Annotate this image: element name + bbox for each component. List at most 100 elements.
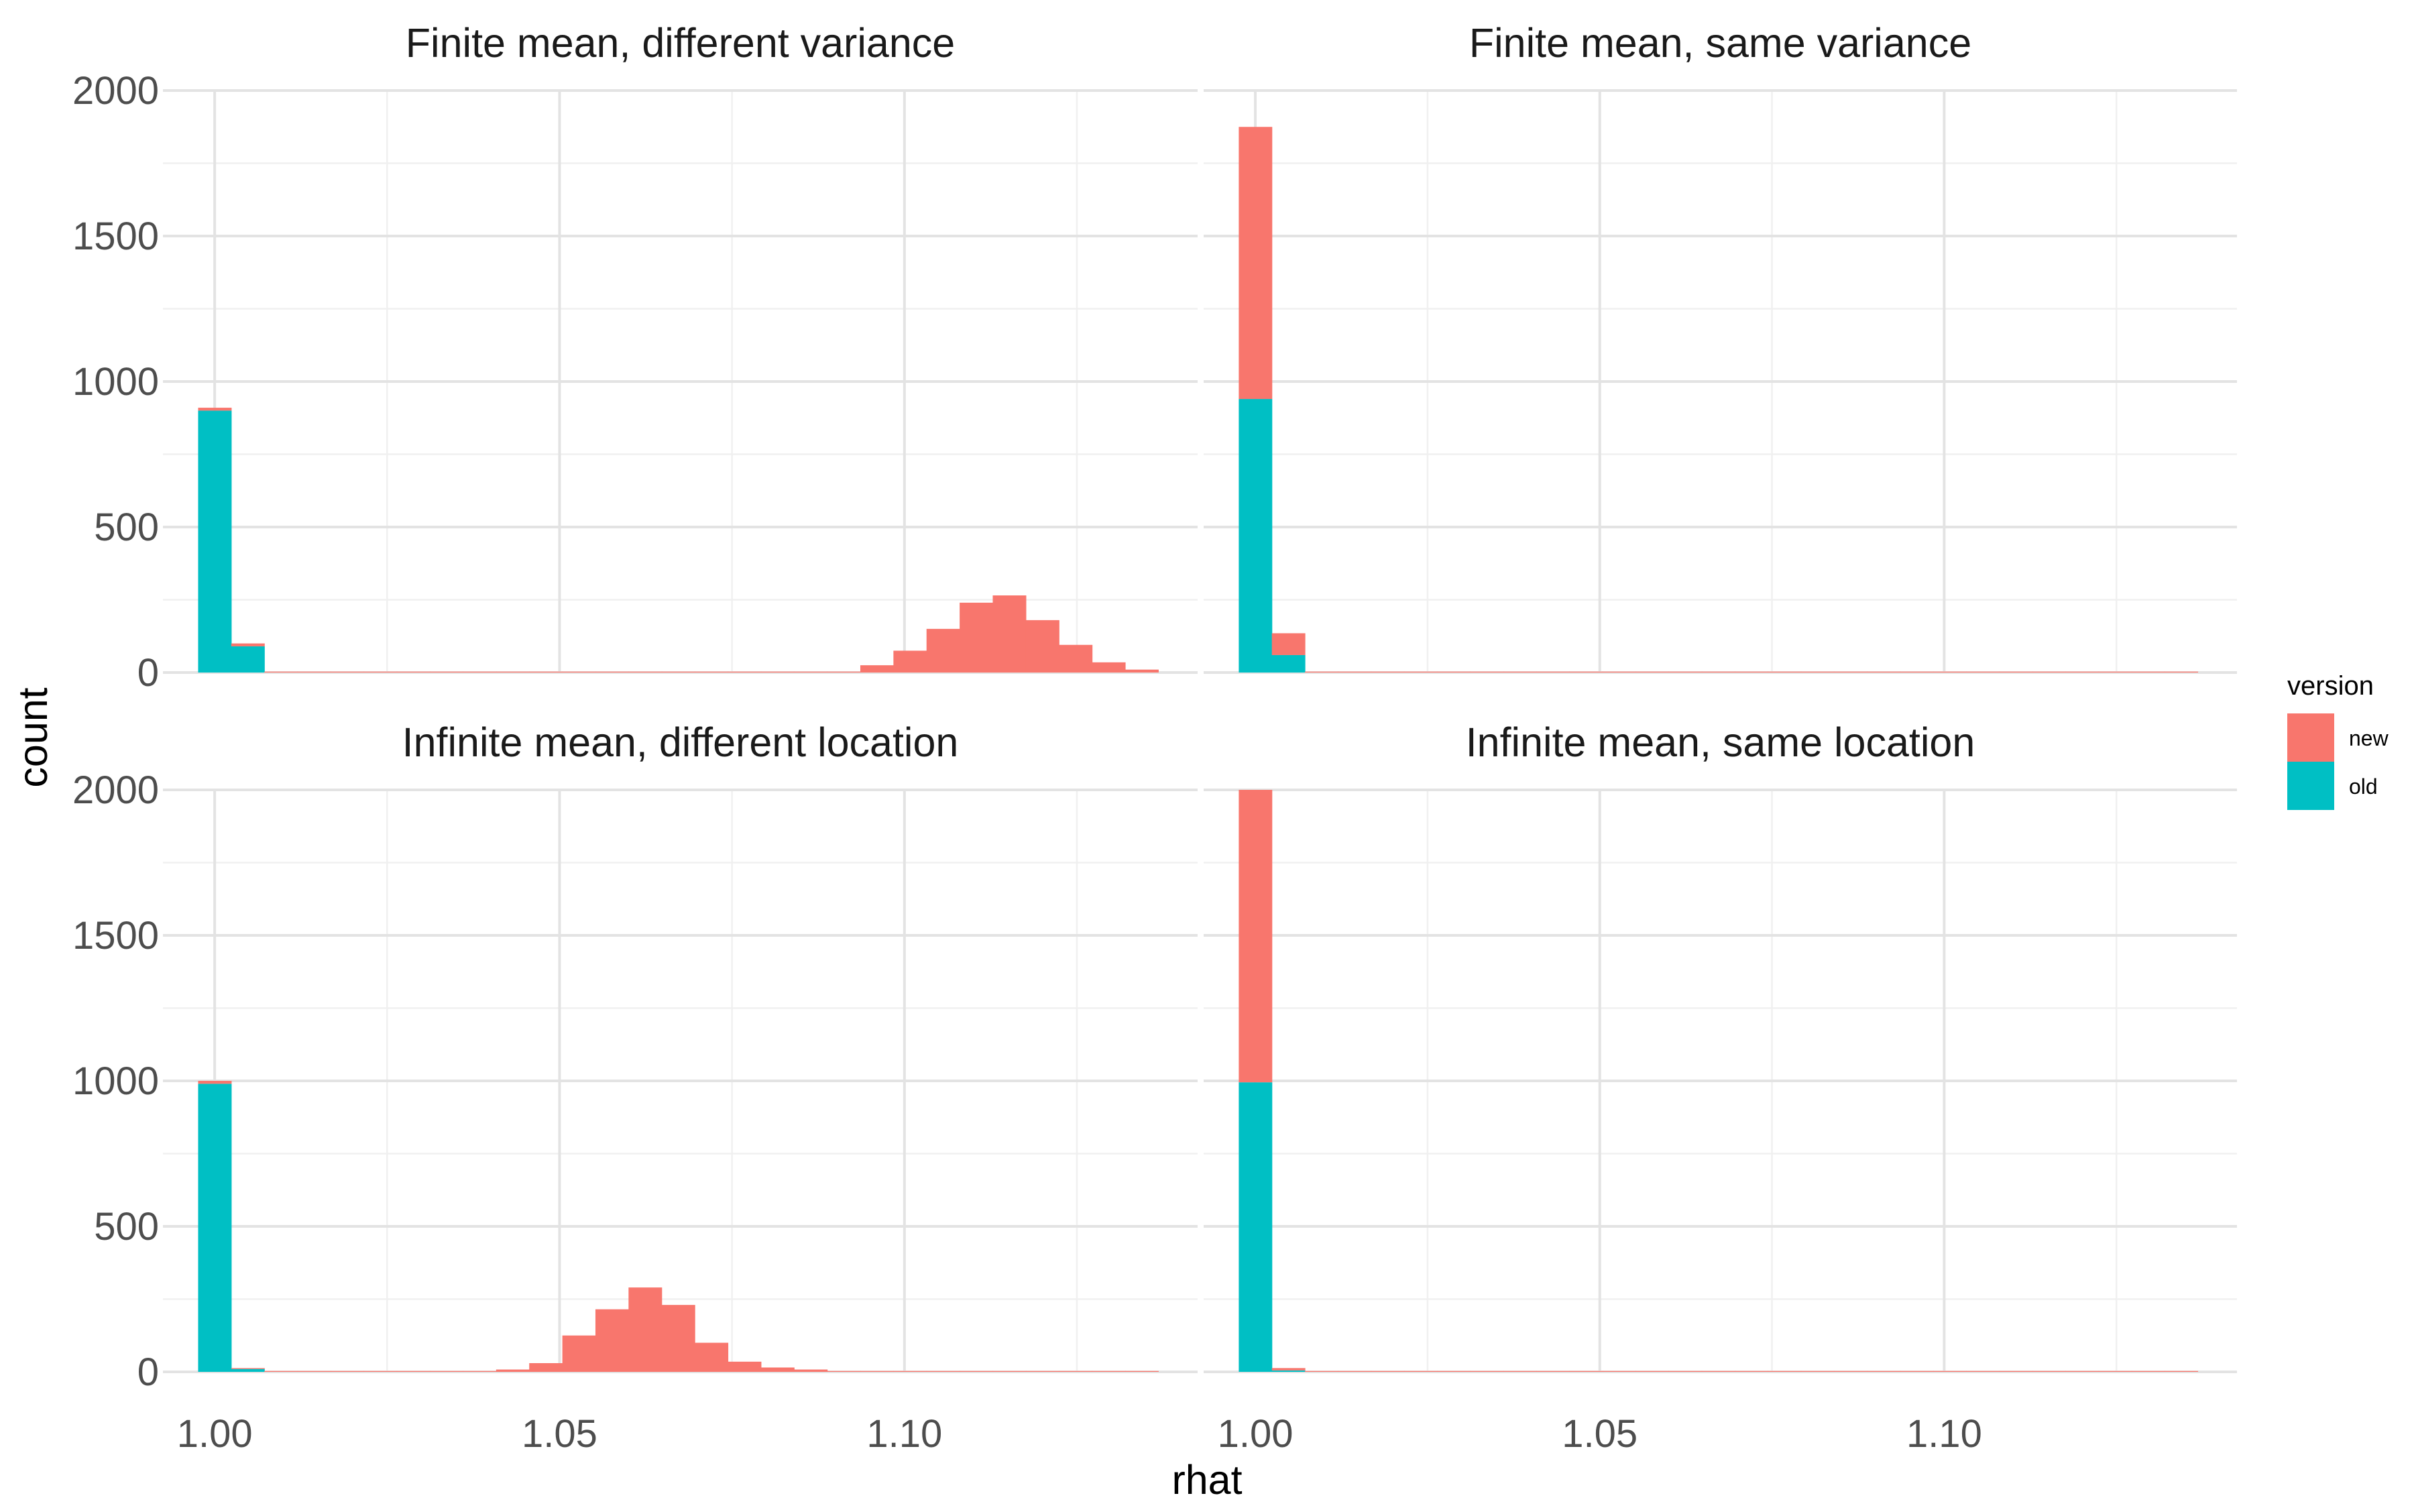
- facet-title: Finite mean, different variance: [406, 20, 955, 66]
- bar-new: [1768, 1371, 1802, 1372]
- bar-new: [628, 1287, 663, 1372]
- y-tick-label: 500: [94, 506, 159, 549]
- bar-new: [1025, 1371, 1059, 1372]
- bar-new: [760, 671, 795, 673]
- bar-new: [2032, 1371, 2066, 1372]
- bar-new: [1701, 1371, 1735, 1372]
- bar-new: [960, 1371, 994, 1372]
- bar-new: [860, 665, 894, 673]
- bar-new: [231, 1368, 265, 1369]
- bar-new: [396, 1371, 430, 1372]
- bar-new: [1701, 671, 1735, 673]
- bar-new: [1305, 671, 1338, 673]
- bar-new: [695, 1342, 729, 1372]
- bar-new: [992, 595, 1027, 673]
- bar-new: [430, 671, 464, 673]
- bar-new: [264, 1371, 298, 1372]
- bar-new: [562, 671, 596, 673]
- bar-new: [1403, 671, 1438, 673]
- bar-new: [1966, 1371, 2000, 1372]
- bar-new: [1569, 1371, 1603, 1372]
- y-tick-label: 2000: [72, 69, 159, 113]
- bar-new: [1305, 1371, 1338, 1372]
- y-tick-label: 1500: [72, 215, 159, 258]
- bar-new: [1503, 1371, 1537, 1372]
- y-tick-label: 0: [137, 1350, 159, 1394]
- bar-new: [1635, 1371, 1670, 1372]
- y-tick-label: 500: [94, 1205, 159, 1248]
- bar-new: [1503, 671, 1537, 673]
- bar-new: [1933, 1371, 1967, 1372]
- bar-new: [1735, 1371, 1768, 1372]
- bar-new: [661, 1305, 695, 1372]
- bar-new: [893, 650, 927, 673]
- bar-new: [827, 671, 861, 673]
- bar-new: [661, 671, 695, 673]
- bar-new: [1800, 1371, 1835, 1372]
- bar-new: [595, 671, 629, 673]
- bar-new: [1900, 671, 1934, 673]
- bar-old: [1239, 1082, 1273, 1372]
- y-axis-title: count: [10, 687, 56, 787]
- legend-swatch-new: [2287, 713, 2334, 762]
- bar-new: [2098, 1371, 2132, 1372]
- bar-new: [1403, 1371, 1438, 1372]
- bar-new: [992, 1371, 1027, 1372]
- legend-swatch-old: [2287, 762, 2334, 810]
- bar-new: [297, 1371, 331, 1372]
- bar-new: [2131, 1371, 2165, 1372]
- bar-new: [529, 1362, 563, 1372]
- bar-old: [1271, 654, 1306, 673]
- bar-old: [198, 410, 232, 673]
- bar-old: [1271, 1370, 1306, 1372]
- bar-new: [2131, 671, 2165, 673]
- bar-new: [198, 408, 232, 411]
- x-tick-label: 1.05: [1562, 1412, 1637, 1456]
- bar-new: [1800, 671, 1835, 673]
- bar-new: [1668, 1371, 1703, 1372]
- bar-new: [1635, 671, 1670, 673]
- bar-new: [2098, 671, 2132, 673]
- bar-new: [1834, 671, 1867, 673]
- bar-new: [2165, 671, 2199, 673]
- bar-new: [1437, 671, 1471, 673]
- bar-new: [760, 1367, 795, 1372]
- bar-new: [1239, 790, 1273, 1083]
- bar-new: [860, 1371, 894, 1372]
- bar-new: [1536, 1371, 1570, 1372]
- bar-new: [1569, 671, 1603, 673]
- bar-new: [1735, 671, 1768, 673]
- bar-new: [1271, 1368, 1306, 1371]
- bar-new: [1999, 1371, 2033, 1372]
- bar-old: [1239, 399, 1273, 673]
- bar-new: [1371, 1371, 1405, 1372]
- legend-title: version: [2287, 671, 2374, 701]
- bar-new: [728, 1361, 762, 1372]
- bar-new: [1966, 671, 2000, 673]
- y-tick-label: 1500: [72, 914, 159, 957]
- bar-new: [297, 671, 331, 673]
- bar-new: [1602, 1371, 1636, 1372]
- bar-new: [1338, 671, 1372, 673]
- bar-new: [794, 1369, 828, 1372]
- bar-new: [363, 671, 398, 673]
- bar-new: [496, 1369, 530, 1372]
- bar-new: [827, 1371, 861, 1372]
- bar-new: [330, 671, 364, 673]
- bar-new: [1437, 1371, 1471, 1372]
- bar-new: [1867, 1371, 1901, 1372]
- bar-old: [231, 1369, 265, 1372]
- bar-new: [2165, 1371, 2199, 1372]
- bar-new: [1338, 1371, 1372, 1372]
- bar-new: [363, 1371, 398, 1372]
- bar-new: [1602, 671, 1636, 673]
- bar-new: [1092, 1371, 1126, 1372]
- y-tick-label: 2000: [72, 768, 159, 812]
- bar-new: [1125, 669, 1159, 673]
- bar-new: [1059, 1371, 1093, 1372]
- bar-new: [1999, 671, 2033, 673]
- bar-new: [1271, 633, 1306, 655]
- bar-old: [231, 646, 265, 673]
- bar-new: [396, 671, 430, 673]
